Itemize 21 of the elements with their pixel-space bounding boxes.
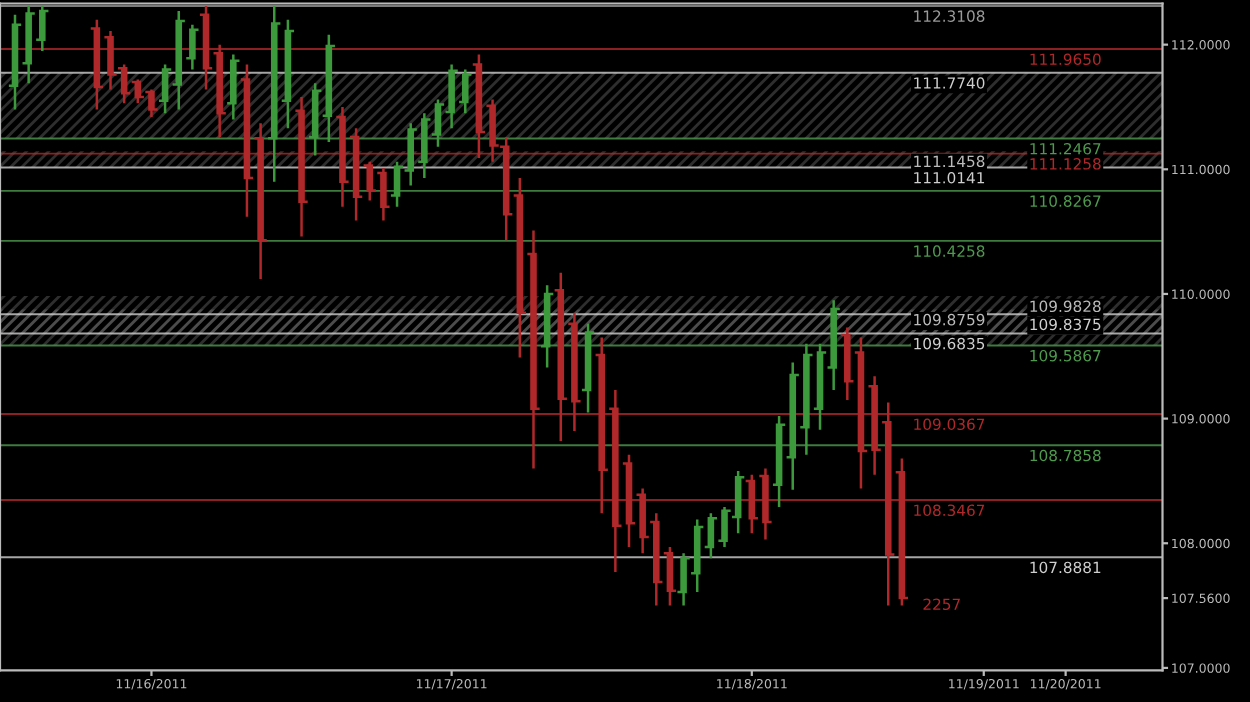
candlestick xyxy=(225,53,241,121)
candlestick xyxy=(717,505,732,549)
candlestick xyxy=(826,298,842,392)
candlestick xyxy=(689,518,705,594)
candlestick xyxy=(444,63,460,130)
candlestick xyxy=(676,551,691,607)
candlestick xyxy=(785,361,801,491)
candlestick xyxy=(403,121,419,187)
candlestick xyxy=(362,160,378,202)
candlestick xyxy=(171,9,187,111)
candlestick xyxy=(648,512,664,607)
candlestick xyxy=(266,4,282,184)
candlestick xyxy=(376,166,391,222)
candlestick xyxy=(839,326,855,402)
candlestick xyxy=(21,4,37,85)
candlestick xyxy=(34,4,50,53)
candlestick xyxy=(416,111,432,180)
candlestick xyxy=(185,23,200,71)
candlestick xyxy=(457,68,473,115)
candlestick xyxy=(144,88,159,119)
candlestick xyxy=(798,342,814,457)
